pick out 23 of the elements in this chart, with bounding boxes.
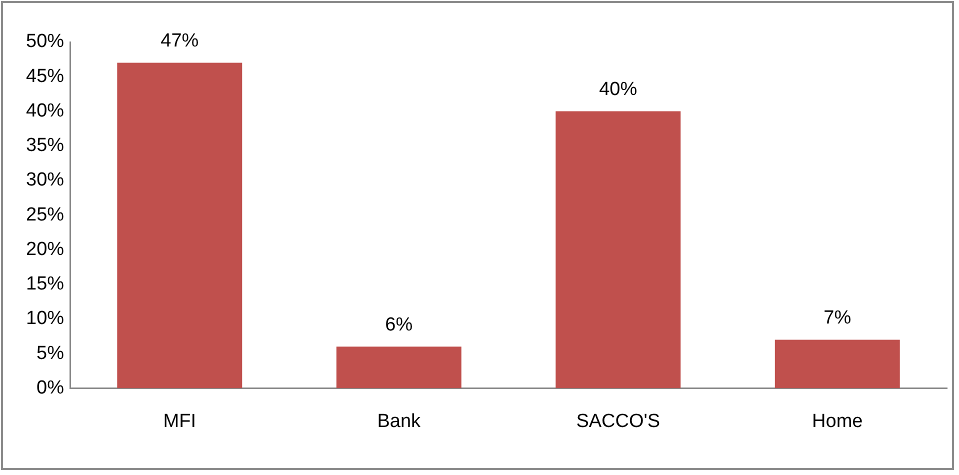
x-tick-label: Bank: [377, 410, 422, 432]
y-tick-label: 50%: [26, 31, 64, 52]
y-tick-label: 15%: [26, 274, 64, 295]
data-label: 6%: [385, 314, 413, 336]
y-tick-label: 5%: [36, 342, 64, 364]
y-tick-label: 40%: [26, 100, 64, 122]
y-tick-label: 25%: [26, 204, 64, 226]
data-label: 7%: [824, 307, 852, 328]
bar: [336, 346, 462, 388]
x-tick-label: MFI: [163, 410, 196, 432]
y-tick-label: 0%: [36, 377, 64, 398]
bar: [556, 111, 681, 388]
bar: [774, 340, 900, 388]
y-tick-label: 30%: [26, 170, 64, 191]
bar: [117, 62, 242, 388]
x-tick-label: SACCO'S: [576, 410, 660, 432]
data-label: 40%: [599, 78, 638, 100]
y-tick-label: 35%: [26, 135, 64, 156]
x-tick-label: Home: [812, 410, 863, 432]
y-tick-label: 20%: [26, 238, 64, 260]
data-label: 47%: [160, 30, 199, 52]
y-tick-label: 10%: [26, 308, 64, 330]
y-tick-label: 45%: [26, 66, 64, 87]
